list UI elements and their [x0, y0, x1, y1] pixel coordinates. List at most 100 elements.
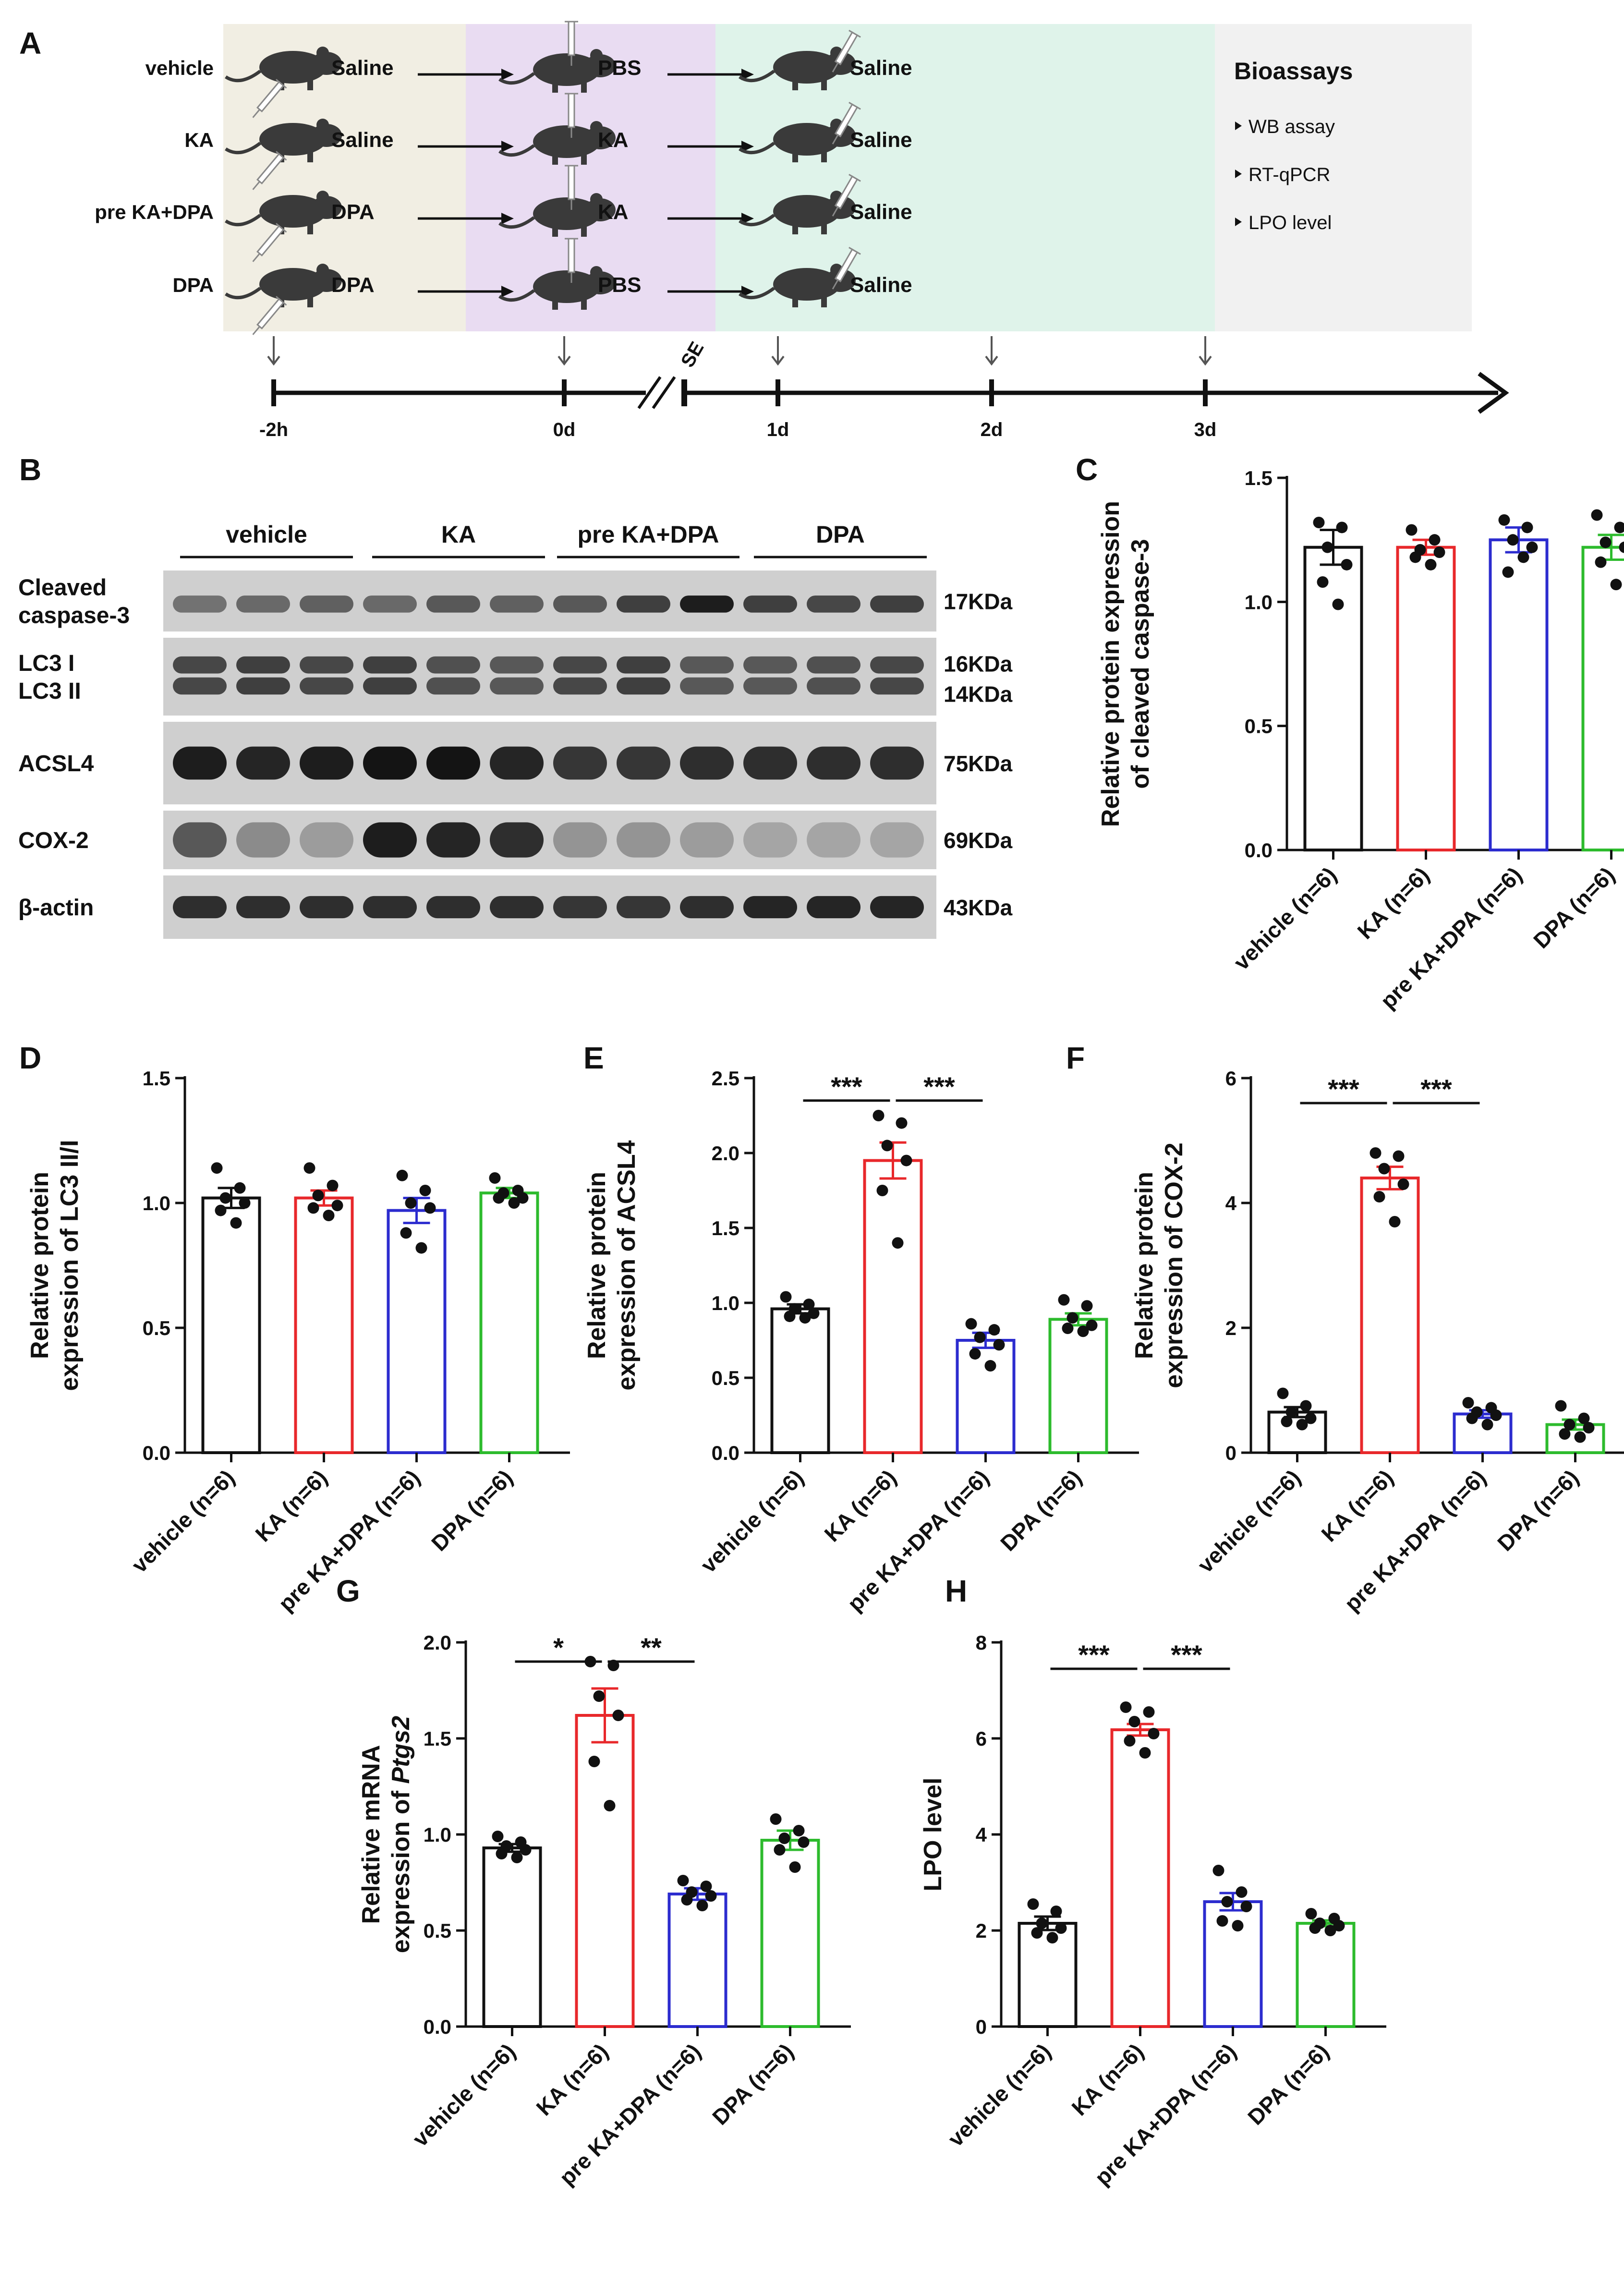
data-point	[1397, 1178, 1409, 1190]
blot-kda-label: 16KDa	[944, 651, 1013, 676]
bar-chart-f: F 0 2 4 6 Relative protein expression of COX-2…	[1066, 1041, 1624, 1616]
data-point	[1309, 1922, 1321, 1934]
data-point	[900, 1154, 912, 1166]
data-point	[1406, 524, 1418, 536]
blot-band	[680, 822, 734, 858]
timeline-label: 3d	[1194, 419, 1217, 440]
bar	[1396, 546, 1456, 851]
data-point	[508, 1197, 520, 1209]
data-point	[1409, 551, 1421, 563]
timeline: SE -2h 0d 1d 2d 3d	[259, 336, 1509, 440]
data-point	[1050, 1906, 1062, 1917]
data-point	[1336, 522, 1348, 534]
blot-row-label: caspase-3	[18, 603, 130, 629]
blot-row-label: LC3 I	[18, 651, 74, 676]
data-point	[1058, 1294, 1070, 1306]
syringe-icon	[832, 247, 861, 290]
data-point	[1574, 1431, 1586, 1443]
arrow-icon	[667, 286, 754, 297]
data-point	[969, 1348, 981, 1360]
data-point	[593, 1690, 605, 1702]
schematic-row: vehicle Saline PBS Saline	[145, 21, 912, 118]
y-tick-label: 1.0	[424, 1823, 451, 1846]
bar	[479, 1191, 539, 1454]
data-point	[588, 1756, 600, 1767]
blot-band	[680, 746, 734, 780]
blot-band	[617, 822, 670, 858]
schematic-group-label: vehicle	[145, 57, 214, 79]
down-arrow-icon	[1199, 336, 1212, 366]
syringe-icon	[832, 102, 861, 145]
pre-treatment-label: DPA	[331, 200, 375, 224]
panel-label-d: D	[19, 1041, 41, 1075]
data-point	[1389, 1216, 1401, 1227]
blot-band	[870, 677, 924, 695]
y-tick-label: 4	[1225, 1192, 1237, 1214]
blot-band	[807, 822, 860, 858]
data-point	[496, 1848, 508, 1859]
y-axis-label: Relative protein	[583, 1172, 611, 1359]
data-point	[492, 1831, 504, 1842]
blot-band	[743, 677, 797, 695]
data-point	[803, 1299, 815, 1311]
timeline-label: 1d	[767, 419, 789, 440]
data-point	[327, 1179, 339, 1191]
bar-chart-e: E 0.0 0.5 1.0 1.5 2.0 2.5 Relative protein expre…	[583, 1041, 1139, 1616]
bar	[1296, 1922, 1356, 2028]
significance-label: **	[641, 1632, 662, 1663]
data-point	[1332, 598, 1344, 610]
blot-band	[236, 677, 290, 695]
y-tick-label: 0.0	[143, 1442, 170, 1464]
blot-band	[490, 746, 544, 780]
data-point	[876, 1185, 888, 1196]
schematic-row: DPA DPA PBS Saline	[172, 238, 912, 335]
data-point	[312, 1190, 324, 1202]
panel-label-b: B	[19, 452, 41, 487]
x-tick-label: DPA (n=6)	[707, 2039, 798, 2129]
blot-band	[173, 656, 227, 674]
panel-a-schematic: A vehicle Saline PBS Saline KA Saline KA Saline…	[19, 21, 1509, 440]
x-tick-label: vehicle (n=6)	[408, 2039, 521, 2151]
data-point	[696, 1900, 708, 1911]
timeline-label: -2h	[259, 419, 288, 440]
panel-label-c: C	[1076, 452, 1098, 487]
data-point	[612, 1710, 624, 1721]
arrow-icon	[418, 69, 514, 80]
significance-label: ***	[1328, 1074, 1359, 1104]
y-tick-label: 6	[976, 1727, 987, 1750]
y-axis-label: LPO level	[919, 1778, 947, 1892]
data-point	[705, 1890, 717, 1902]
y-tick-label: 0	[976, 2016, 987, 2038]
data-point	[1128, 1716, 1140, 1727]
data-point	[799, 1312, 811, 1324]
data-point	[1148, 1728, 1160, 1739]
data-point	[303, 1162, 315, 1174]
bar	[1203, 1900, 1263, 2028]
syringe-icon	[252, 151, 287, 190]
blot-band	[807, 595, 860, 613]
blot-band	[236, 746, 290, 780]
bar	[1489, 538, 1549, 851]
y-tick-label: 1.5	[424, 1727, 451, 1750]
x-tick-label: vehicle (n=6)	[696, 1465, 809, 1578]
y-tick-label: 6	[1225, 1067, 1236, 1090]
data-point	[1081, 1300, 1093, 1312]
data-point	[1521, 522, 1533, 534]
blot-band	[173, 896, 227, 919]
x-tick-label: vehicle (n=6)	[1229, 862, 1342, 975]
data-point	[1373, 1191, 1385, 1202]
blot-band	[300, 677, 353, 695]
data-point	[1578, 1412, 1590, 1424]
blot-row-label: COX-2	[18, 828, 89, 853]
data-point	[1240, 1901, 1252, 1912]
blot-band	[300, 896, 353, 919]
blot-band	[807, 677, 860, 695]
x-tick-label: DPA (n=6)	[1243, 2039, 1333, 2129]
blot-band	[743, 656, 797, 674]
y-tick-label: 1.5	[712, 1217, 739, 1239]
bar	[482, 1846, 542, 2028]
bullet-icon	[1235, 218, 1242, 226]
data-point	[1498, 514, 1510, 526]
data-point	[1333, 1920, 1345, 1931]
